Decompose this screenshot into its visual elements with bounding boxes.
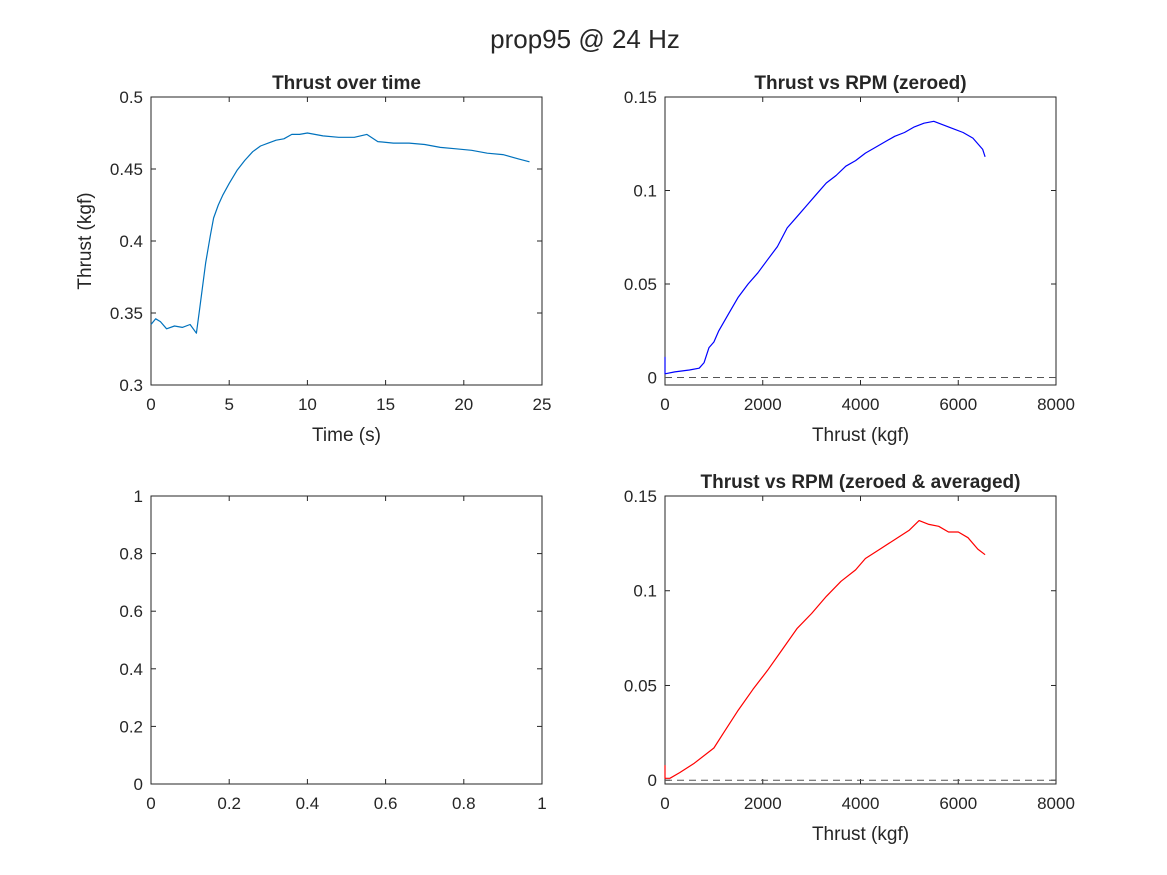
x-tick-label: 4000: [842, 794, 880, 813]
y-tick-label: 0.15: [624, 487, 657, 506]
x-tick-label: 0.8: [452, 794, 476, 813]
x-tick-label: 25: [533, 395, 552, 414]
y-tick-label: 0.5: [119, 88, 143, 107]
x-tick-label: 1: [537, 794, 546, 813]
subplot-thrust-vs-rpm-zeroed: 0 2000 4000 6000 8000 0 0.05 0.1 0.15 Thrust vs R…: [624, 73, 1075, 446]
y-tick-label: 1: [134, 487, 143, 506]
x-tick-label: 0.6: [374, 794, 398, 813]
x-tick-label: 8000: [1037, 395, 1075, 414]
x-tick-label: 15: [376, 395, 395, 414]
y-tick-label: 0.15: [624, 88, 657, 107]
series-line: [664, 120, 986, 375]
x-tick-label: 20: [454, 395, 473, 414]
y-tick-label: 0: [648, 369, 657, 388]
x-tick-label: 10: [298, 395, 317, 414]
x-axis-label: Thrust (kgf): [812, 824, 909, 845]
x-tick-label: 2000: [744, 395, 782, 414]
x-tick-label: 0.2: [217, 794, 241, 813]
y-tick-label: 0.4: [119, 232, 143, 251]
x-tick-label: 5: [224, 395, 233, 414]
y-tick-label: 0.05: [624, 275, 657, 294]
x-tick-label: 6000: [939, 794, 977, 813]
subplot-thrust-vs-rpm-zeroed-averaged: 0 2000 4000 6000 8000 0 0.05 0.1 0.15 Thrust vs R…: [624, 472, 1075, 845]
series-line: [150, 132, 530, 334]
x-axis-label: Time (s): [312, 425, 381, 446]
figure-title: prop95 @ 24 Hz: [490, 24, 680, 54]
series-line: [664, 519, 986, 779]
x-tick-label: 6000: [939, 395, 977, 414]
y-tick-label: 0: [134, 775, 143, 794]
y-tick-label: 0: [648, 771, 657, 790]
y-tick-label: 0.1: [633, 582, 657, 601]
x-tick-label: 8000: [1037, 794, 1075, 813]
y-tick-label: 0.1: [633, 182, 657, 201]
axes-box: [664, 495, 1057, 785]
subplot-title: Thrust vs RPM (zeroed): [754, 73, 966, 94]
x-tick-label: 0: [146, 794, 155, 813]
axes-box: [664, 96, 1057, 386]
y-tick-label: 0.6: [119, 602, 143, 621]
y-tick-label: 0.05: [624, 676, 657, 695]
y-tick-label: 0.4: [119, 660, 143, 679]
x-tick-label: 4000: [842, 395, 880, 414]
y-tick-label: 0.35: [110, 304, 143, 323]
subplot-title: Thrust vs RPM (zeroed & averaged): [701, 472, 1021, 493]
subplot-thrust-over-time: 0 5 10 15 20 25 0.3 0.35 0.4 0.45 0.5 Thrust over t…: [75, 73, 551, 446]
axes-box: [150, 495, 543, 785]
y-tick-label: 0.45: [110, 160, 143, 179]
x-tick-label: 0: [146, 395, 155, 414]
y-tick-label: 0.2: [119, 717, 143, 736]
x-tick-label: 2000: [744, 794, 782, 813]
x-tick-label: 0: [660, 794, 669, 813]
y-axis-label: Thrust (kgf): [75, 192, 96, 289]
y-tick-label: 0.8: [119, 545, 143, 564]
subplot-empty-axes: 0 0.2 0.4 0.6 0.8 1 0 0.2 0.4 0.6 0.8 1: [119, 487, 546, 813]
y-tick-label: 0.3: [119, 376, 143, 395]
x-tick-label: 0: [660, 395, 669, 414]
x-tick-label: 0.4: [296, 794, 320, 813]
x-axis-label: Thrust (kgf): [812, 425, 909, 446]
subplot-title: Thrust over time: [272, 73, 421, 94]
